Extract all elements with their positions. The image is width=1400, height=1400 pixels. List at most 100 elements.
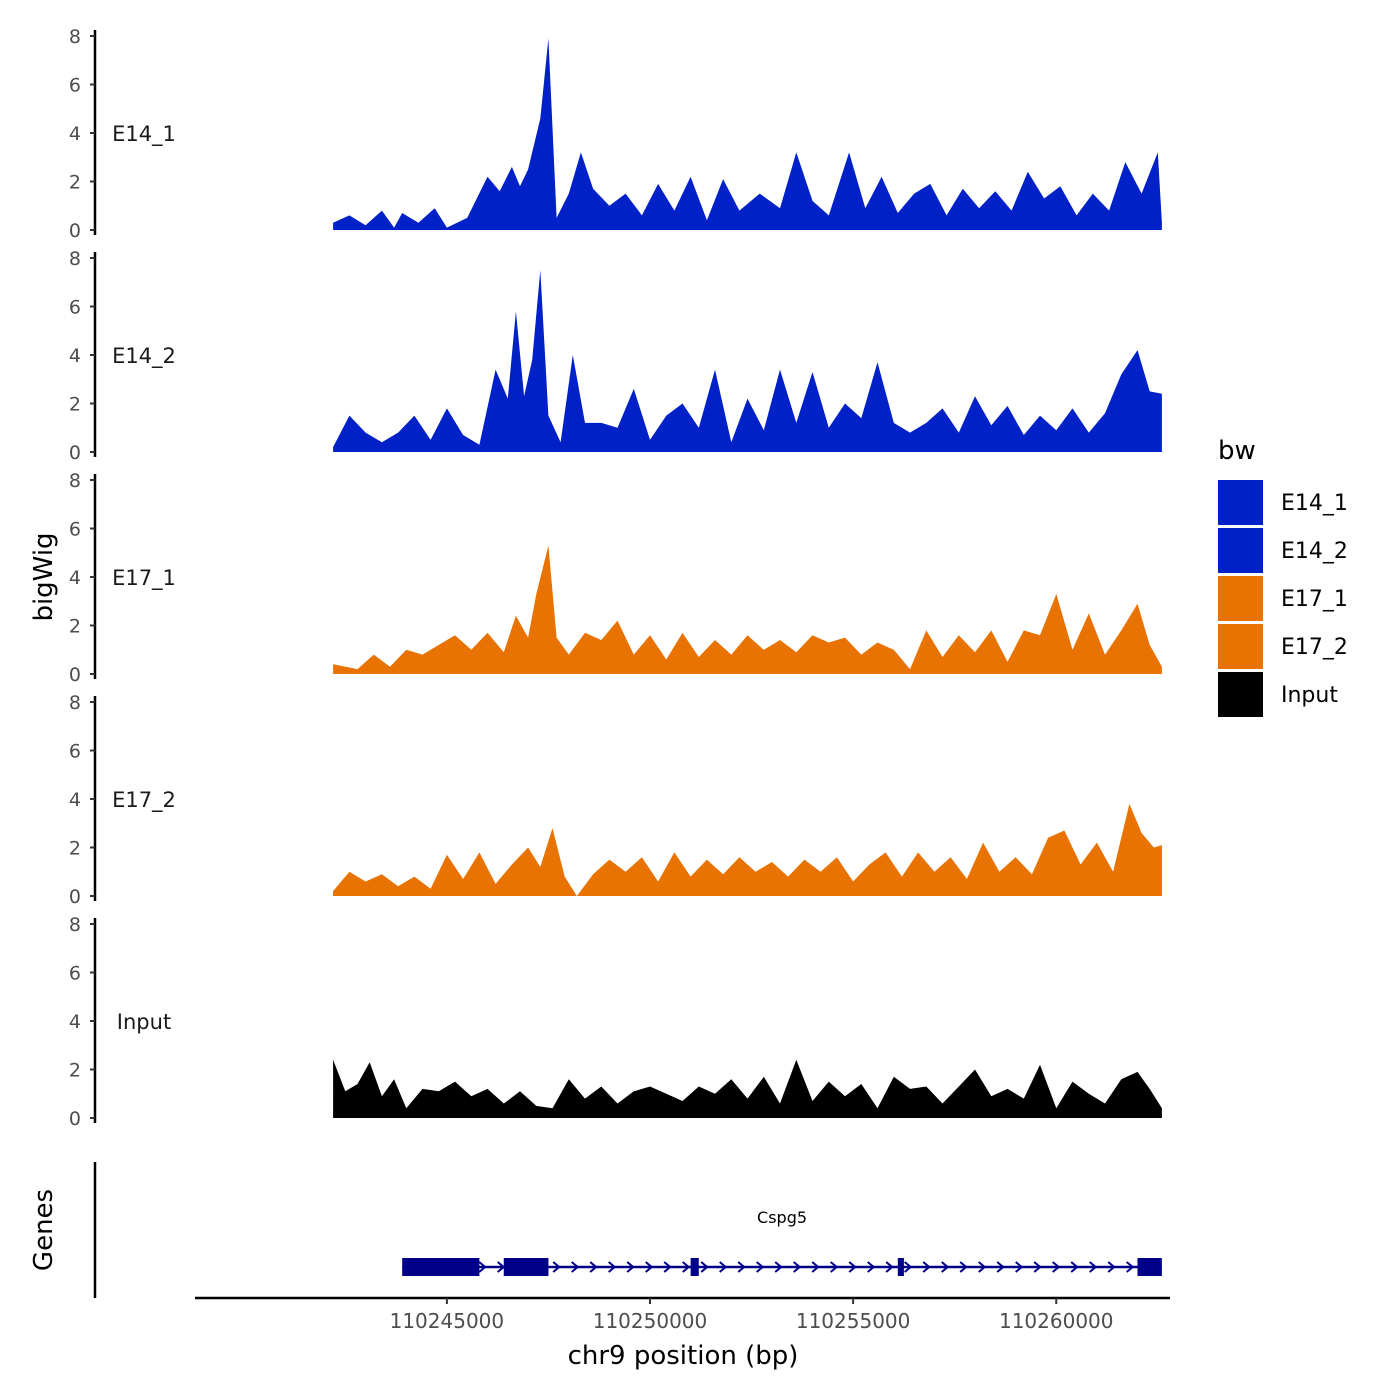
strand-arrow — [700, 1261, 709, 1273]
strand-arrow — [756, 1261, 765, 1273]
legend-swatch — [1218, 528, 1263, 573]
y-tick-label: 0 — [69, 664, 81, 686]
legend-swatch — [1218, 672, 1263, 717]
signal-area — [333, 270, 1162, 452]
legend-swatch — [1218, 576, 1263, 621]
signal-area — [333, 803, 1162, 896]
strand-arrow — [1052, 1261, 1061, 1273]
strand-arrow — [1107, 1261, 1116, 1273]
x-tick-label: 110255000 — [796, 1309, 911, 1333]
y-tick-label: 8 — [69, 692, 81, 714]
strand-arrow — [941, 1261, 950, 1273]
y-tick-label: 8 — [69, 914, 81, 936]
x-tick-label: 110250000 — [593, 1309, 708, 1333]
signal-area — [333, 545, 1162, 674]
legend-swatch — [1218, 480, 1263, 525]
gene-exon — [690, 1258, 699, 1276]
gene-exon — [1137, 1258, 1162, 1276]
strand-arrow — [626, 1261, 635, 1273]
x-axis-title: chr9 position (bp) — [568, 1341, 799, 1371]
strand-arrow — [885, 1261, 894, 1273]
strand-arrow — [1089, 1261, 1098, 1273]
track-label: Input — [117, 1010, 171, 1034]
strand-arrow — [719, 1261, 728, 1273]
strand-arrow — [663, 1261, 672, 1273]
signal-area — [333, 1059, 1162, 1118]
track-label: E14_1 — [112, 122, 176, 147]
legend: bw E14_1 E14_2 E17_1 E17_2 Input — [1218, 436, 1348, 717]
y-tick-label: 2 — [69, 172, 81, 194]
track-E17_1: 0 2 4 6 8 E17_1 — [69, 470, 1162, 686]
strand-arrow — [589, 1261, 598, 1273]
strand-arrow — [774, 1261, 783, 1273]
tracks-layer: 0 2 4 6 8 E14_1 0 2 4 6 8 E14_2 0 2 4 6 8 E17_1 0 2 4 6 8 E17_2… — [69, 26, 1162, 1130]
gene-Cspg5: Cspg5 — [402, 1208, 1162, 1276]
strand-arrow — [1126, 1261, 1135, 1273]
legend-label: E14_2 — [1281, 539, 1348, 564]
strand-arrow — [478, 1261, 487, 1273]
y-tick-label: 0 — [69, 886, 81, 908]
legend-item-E14_1: E14_1 — [1218, 480, 1348, 525]
legend-label: E14_1 — [1281, 491, 1348, 516]
x-tick-label: 110245000 — [390, 1309, 505, 1333]
strand-arrow — [608, 1261, 617, 1273]
strand-arrow — [978, 1261, 987, 1273]
gene-exon — [402, 1258, 480, 1276]
y-tick-label: 6 — [69, 519, 81, 541]
strand-arrow — [1033, 1261, 1042, 1273]
y-tick-label: 6 — [69, 297, 81, 319]
strand-arrow — [793, 1261, 802, 1273]
gene-exon — [897, 1258, 904, 1276]
strand-arrow — [571, 1261, 580, 1273]
legend-label: E17_2 — [1281, 635, 1348, 660]
legend-item-E17_1: E17_1 — [1218, 576, 1348, 621]
track-E14_1: 0 2 4 6 8 E14_1 — [69, 26, 1162, 242]
strand-arrow — [922, 1261, 931, 1273]
legend-item-Input: Input — [1218, 672, 1338, 717]
gene-exon — [503, 1258, 549, 1276]
legend-label: Input — [1281, 683, 1338, 708]
y-tick-label: 2 — [69, 838, 81, 860]
y-tick-label: 4 — [69, 789, 81, 811]
track-E17_2: 0 2 4 6 8 E17_2 — [69, 692, 1162, 908]
y-tick-label: 4 — [69, 1011, 81, 1033]
strand-arrow — [848, 1261, 857, 1273]
strand-arrow — [497, 1261, 506, 1273]
strand-arrow — [645, 1261, 654, 1273]
y-tick-label: 2 — [69, 394, 81, 416]
strand-arrow — [904, 1261, 913, 1273]
y-tick-label: 6 — [69, 75, 81, 97]
track-E14_2: 0 2 4 6 8 E14_2 — [69, 248, 1162, 464]
track-label: E14_2 — [112, 344, 176, 369]
strand-arrow — [737, 1261, 746, 1273]
y-tick-label: 0 — [69, 220, 81, 242]
legend-item-E17_2: E17_2 — [1218, 624, 1348, 669]
track-label: E17_1 — [112, 566, 176, 591]
gene-name-label: Cspg5 — [757, 1208, 807, 1227]
y-tick-label: 8 — [69, 26, 81, 48]
strand-arrow — [959, 1261, 968, 1273]
strand-arrow — [552, 1261, 561, 1273]
legend-swatch — [1218, 624, 1263, 669]
legend-label: E17_1 — [1281, 587, 1348, 612]
strand-arrow — [996, 1261, 1005, 1273]
strand-arrow — [867, 1261, 876, 1273]
strand-arrow — [682, 1261, 691, 1273]
y-tick-label: 4 — [69, 123, 81, 145]
strand-arrow — [1070, 1261, 1079, 1273]
y-tick-label: 8 — [69, 248, 81, 270]
y-tick-label: 2 — [69, 1060, 81, 1082]
strand-arrow — [830, 1261, 839, 1273]
y-tick-label: 8 — [69, 470, 81, 492]
y-axis-title: bigWig — [29, 532, 59, 621]
gene-track: Genes Cspg5 — [29, 1162, 1162, 1298]
signal-area — [333, 38, 1162, 231]
legend-item-E14_2: E14_2 — [1218, 528, 1348, 573]
y-tick-label: 0 — [69, 1108, 81, 1130]
gene-track-label: Genes — [29, 1189, 59, 1271]
track-Input: 0 2 4 6 8 Input — [69, 914, 1162, 1130]
y-tick-label: 6 — [69, 963, 81, 985]
legend-title: bw — [1218, 436, 1256, 466]
y-tick-label: 2 — [69, 616, 81, 638]
